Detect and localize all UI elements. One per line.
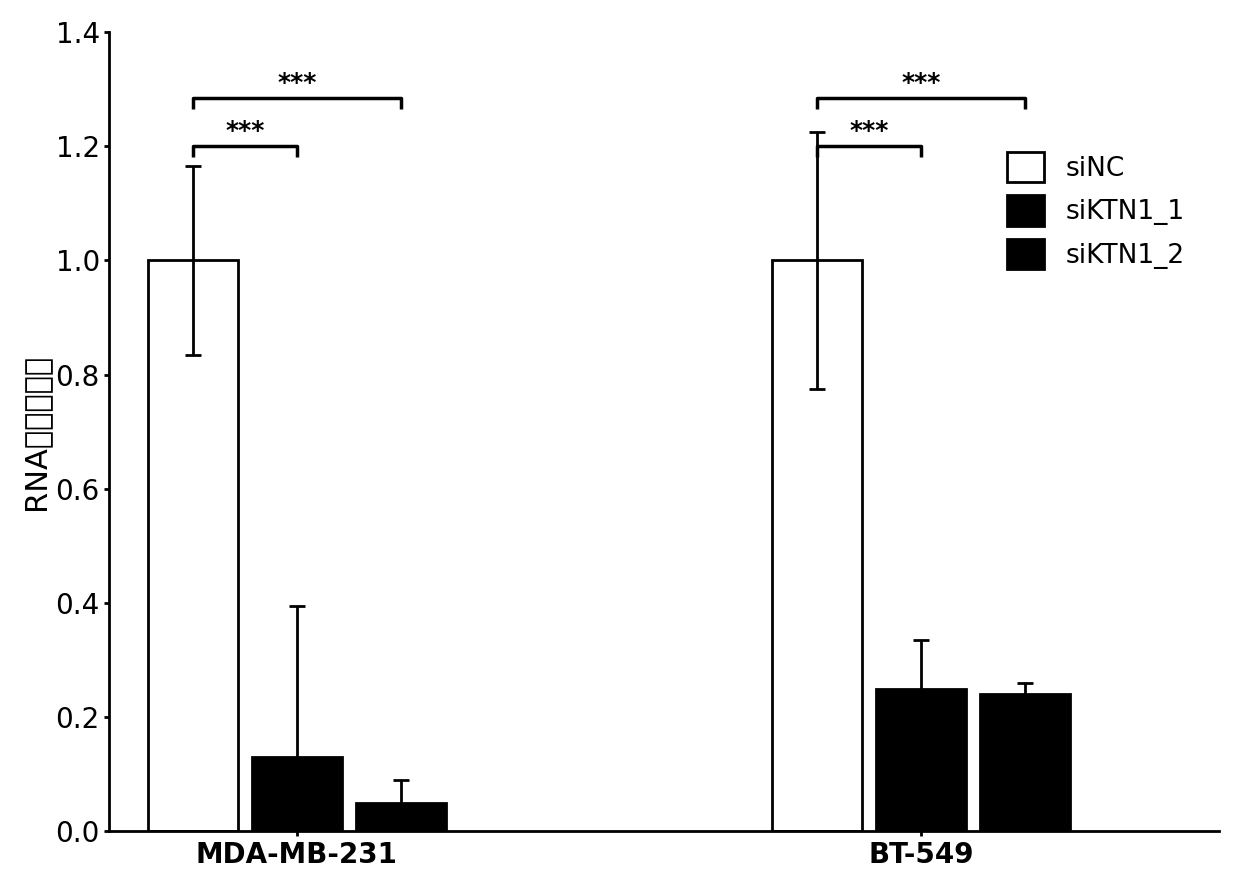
Text: ***: *** [277,70,316,94]
Bar [771,260,862,831]
Text: ***: *** [901,70,941,94]
Bar [980,694,1070,831]
Text: ***: *** [224,119,264,143]
Bar [875,689,966,831]
Legend: siNC, siKTN1_1, siKTN1_2: siNC, siKTN1_1, siKTN1_2 [997,141,1195,280]
Bar [148,260,238,831]
Y-axis label: RNA相对表达量: RNA相对表达量 [21,353,50,510]
Bar [252,757,342,831]
Text: ***: *** [849,119,889,143]
Bar [356,803,446,831]
